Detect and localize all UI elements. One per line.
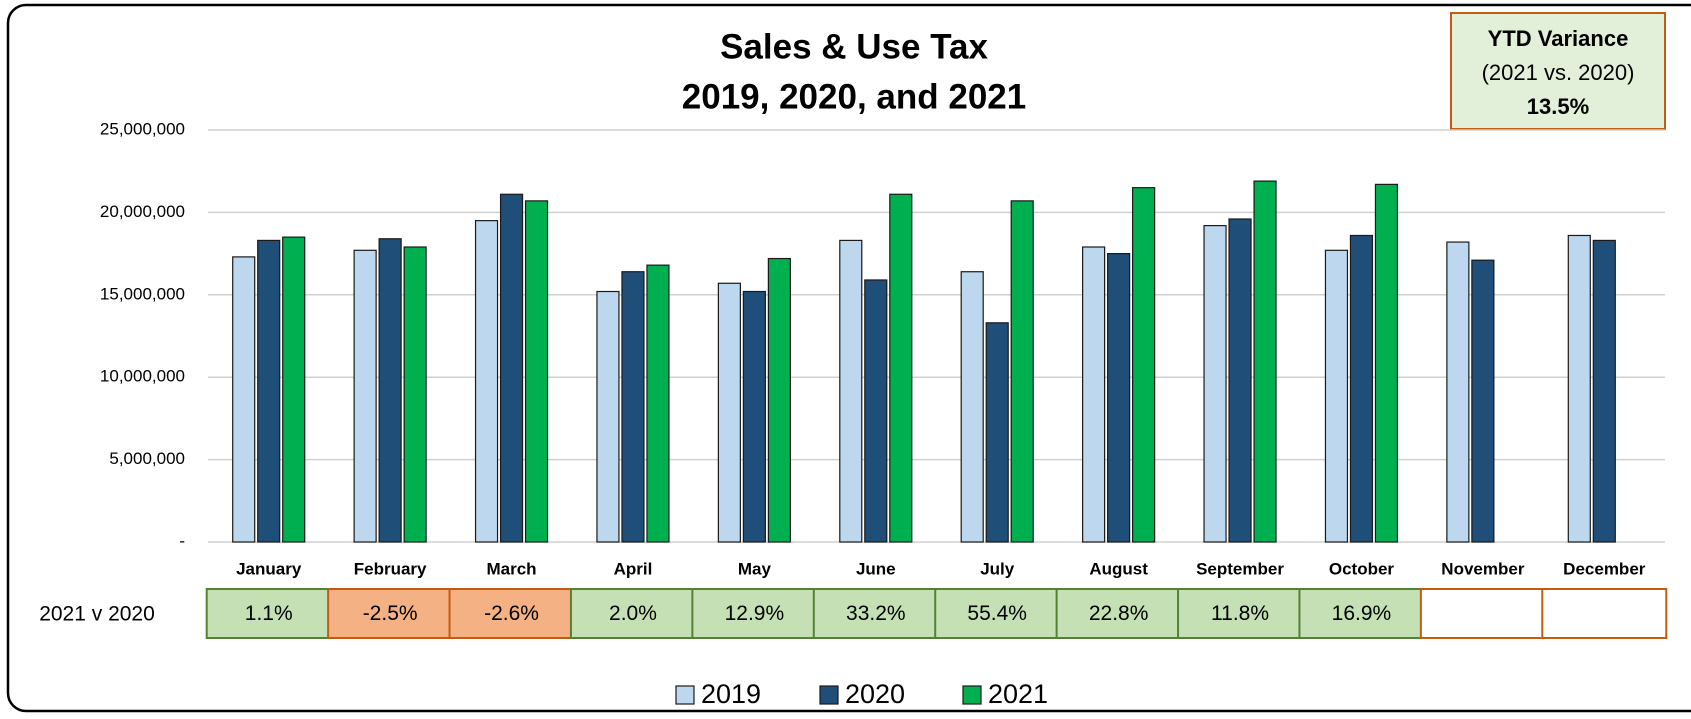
variance-box-empty — [1419, 588, 1546, 639]
x-tick-label: August — [1089, 559, 1148, 578]
y-tick-label: 10,000,000 — [100, 367, 185, 386]
variance-label: 55.4% — [967, 602, 1027, 625]
legend-label: 2019 — [701, 679, 761, 709]
bar — [1082, 246, 1106, 543]
bar — [1592, 239, 1616, 543]
variance-label: -2.6% — [484, 602, 539, 625]
bar — [621, 271, 645, 543]
ytd-subtitle: (2021 vs. 2020) — [1482, 60, 1635, 85]
variance-box — [327, 588, 454, 639]
variance-label: 11.8% — [1211, 602, 1269, 625]
bar — [1446, 241, 1470, 543]
bar — [985, 322, 1009, 543]
variance-label: 33.2% — [846, 602, 906, 625]
bar — [403, 246, 427, 543]
bar — [1107, 253, 1131, 543]
bar — [1010, 200, 1034, 543]
bar — [1374, 183, 1399, 543]
ytd-box — [1450, 12, 1666, 130]
x-tick-label: May — [738, 559, 772, 578]
bar — [742, 290, 766, 543]
variance-box — [934, 588, 1061, 639]
variance-label: 2.0% — [609, 602, 657, 625]
bar — [524, 200, 549, 543]
variance-label: 16.9% — [1332, 602, 1392, 625]
bar — [474, 220, 499, 543]
bar — [353, 249, 377, 543]
x-tick-label: September — [1196, 559, 1284, 578]
bar — [864, 279, 888, 543]
x-tick-label: November — [1441, 559, 1525, 578]
y-tick-label: 15,000,000 — [100, 284, 185, 303]
bar — [717, 282, 741, 543]
bar — [1567, 234, 1591, 543]
bar — [1471, 259, 1495, 543]
variance-box — [448, 588, 575, 639]
variance-box — [812, 588, 939, 639]
x-tick-label: March — [487, 559, 537, 578]
variance-box — [569, 588, 696, 639]
bar — [839, 239, 863, 543]
bar — [257, 239, 281, 543]
bar — [1132, 187, 1156, 543]
bar — [499, 193, 524, 543]
x-tick-label: December — [1563, 559, 1646, 578]
ytd-title: YTD Variance — [1488, 26, 1629, 51]
variance-label: 12.9% — [725, 602, 785, 625]
bar — [232, 256, 256, 543]
legend-swatch — [675, 685, 695, 705]
bar — [1324, 249, 1349, 543]
variance-row-label: 2021 v 2020 — [39, 603, 155, 626]
x-tick-label: February — [354, 559, 427, 578]
chart-subtitle: 2019, 2020, and 2021 — [682, 77, 1026, 116]
bar — [1349, 234, 1374, 543]
variance-box — [1298, 588, 1425, 639]
bar — [378, 238, 402, 543]
legend-label: 2021 — [988, 679, 1048, 709]
x-tick-label: July — [980, 559, 1015, 578]
y-tick-label: 20,000,000 — [100, 202, 185, 221]
variance-box — [691, 588, 818, 639]
variance-box-empty — [1541, 588, 1668, 639]
x-tick-label: October — [1329, 559, 1395, 578]
x-tick-label: April — [614, 559, 653, 578]
bar — [889, 193, 913, 543]
bar — [1203, 224, 1227, 543]
variance-label: 22.8% — [1089, 602, 1149, 625]
legend-swatch — [819, 685, 839, 705]
x-tick-label: June — [856, 559, 896, 578]
bar — [960, 271, 984, 543]
bar — [1253, 180, 1277, 543]
y-tick-label: 5,000,000 — [109, 449, 185, 468]
bar — [646, 264, 670, 543]
y-tick-label: - — [179, 531, 185, 550]
ytd-value: 13.5% — [1527, 94, 1589, 119]
bar — [596, 290, 620, 543]
legend-swatch — [962, 685, 982, 705]
bar — [282, 236, 306, 543]
variance-label: 1.1% — [245, 602, 293, 625]
y-tick-label: 25,000,000 — [100, 119, 185, 138]
variance-label: -2.5% — [363, 602, 418, 625]
bar — [1228, 218, 1252, 543]
variance-box — [1177, 588, 1304, 639]
x-tick-label: January — [236, 559, 302, 578]
legend-label: 2020 — [845, 679, 905, 709]
bar — [767, 257, 791, 543]
chart-title: Sales & Use Tax — [720, 27, 988, 66]
